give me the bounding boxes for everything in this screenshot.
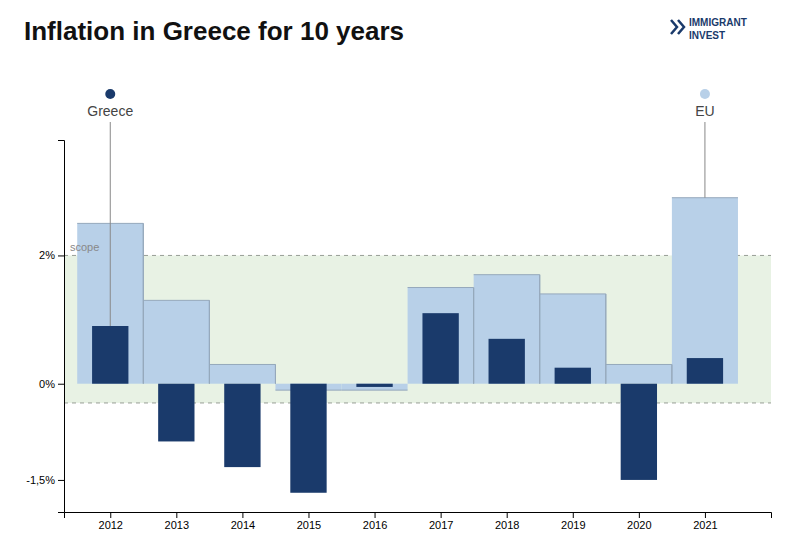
x-tick-label: 2014 bbox=[231, 519, 255, 531]
series-label: Greece bbox=[87, 103, 133, 119]
x-tick-label: 2019 bbox=[561, 519, 585, 531]
y-tick: 0% bbox=[39, 378, 64, 390]
plot: scope 2012 2013 2014 2015 2016 2017 2018 2019 202… bbox=[26, 89, 771, 531]
y-tick-label: 2% bbox=[39, 249, 55, 261]
greece-bar bbox=[356, 384, 392, 387]
eu-step-outline bbox=[474, 275, 540, 384]
eu-step bbox=[143, 300, 209, 383]
y-tick-mark bbox=[58, 384, 64, 385]
greece-bar bbox=[224, 384, 260, 467]
eu-step-outline bbox=[342, 390, 408, 391]
title: Inflation in Greece for 10 years bbox=[24, 16, 404, 46]
logo-icon bbox=[671, 20, 684, 34]
greece-bar bbox=[92, 326, 128, 384]
marks bbox=[64, 198, 771, 493]
eu-step bbox=[672, 198, 738, 384]
x-tick-label: 2020 bbox=[627, 519, 651, 531]
x-tick: 2019 bbox=[561, 512, 585, 531]
logo-text-line: IMMIGRANT bbox=[689, 17, 747, 28]
x-tick: 2016 bbox=[363, 512, 387, 531]
x-tick-label: 2017 bbox=[429, 519, 453, 531]
x-tick: 2021 bbox=[693, 512, 717, 531]
series-leader bbox=[704, 122, 705, 198]
eu-step bbox=[342, 384, 408, 390]
x-tick-mark bbox=[573, 512, 574, 518]
x-tick-label: 2016 bbox=[363, 519, 387, 531]
x-tick-mark bbox=[242, 512, 243, 518]
x-tick-mark bbox=[308, 512, 309, 518]
eu-step bbox=[474, 275, 540, 384]
x-tick-mark bbox=[705, 512, 706, 518]
eu-step bbox=[540, 294, 606, 384]
x-tick-label: 2015 bbox=[297, 519, 321, 531]
y-tick: -1,5% bbox=[26, 474, 64, 486]
y-tick-mark bbox=[58, 255, 64, 256]
y-tick-label: 0% bbox=[39, 378, 55, 390]
scope-label: scope bbox=[70, 241, 99, 253]
greece-bar bbox=[158, 384, 194, 442]
x-tick-label: 2013 bbox=[165, 519, 189, 531]
greece-bar bbox=[555, 368, 591, 384]
series-swatch bbox=[105, 89, 115, 99]
logo: IMMIGRANT INVEST bbox=[671, 17, 747, 41]
x-tick: 2014 bbox=[231, 512, 255, 531]
x-tick-mark bbox=[441, 512, 442, 518]
eu-step bbox=[606, 364, 672, 383]
series-swatch bbox=[700, 89, 710, 99]
x-axis: 2012 2013 2014 2015 2016 2017 2018 2019 2020 2021 bbox=[65, 512, 772, 531]
greece-bar bbox=[621, 384, 657, 480]
x-tick-mark bbox=[375, 512, 376, 518]
x-tick: 2012 bbox=[99, 512, 123, 531]
x-tick: 2018 bbox=[495, 512, 519, 531]
logo-text-line: INVEST bbox=[689, 30, 725, 41]
x-tick: 2015 bbox=[297, 512, 321, 531]
greece-bar bbox=[290, 384, 326, 493]
chart-container: Inflation in Greece for 10 years IMMIGRAN… bbox=[0, 0, 801, 552]
eu-step bbox=[408, 288, 474, 384]
eu-step-outline bbox=[209, 300, 275, 383]
eu-step bbox=[209, 364, 275, 383]
x-tick-mark bbox=[110, 512, 111, 518]
x-axis-line bbox=[65, 513, 772, 519]
y-tick-mark bbox=[58, 480, 64, 481]
x-tick-mark bbox=[176, 512, 177, 518]
eu-step-outline bbox=[606, 294, 672, 384]
y-tick-label: -1,5% bbox=[26, 474, 55, 486]
x-tick: 2013 bbox=[165, 512, 189, 531]
x-tick-label: 2012 bbox=[99, 519, 123, 531]
eu-step-outline bbox=[408, 288, 474, 391]
y-axis: -1,5% 0% 2% bbox=[26, 141, 64, 513]
scope-band bbox=[64, 255, 771, 403]
eu-step-outline bbox=[143, 223, 209, 383]
eu-step-outline bbox=[540, 275, 606, 384]
y-axis-line bbox=[58, 141, 65, 513]
x-tick-label: 2018 bbox=[495, 519, 519, 531]
y-tick: 2% bbox=[39, 249, 64, 261]
eu-step-outline bbox=[672, 198, 738, 384]
greece-bar bbox=[422, 313, 458, 384]
chart-svg: Inflation in Greece for 10 years IMMIGRAN… bbox=[0, 0, 801, 552]
greece-bar bbox=[489, 339, 525, 384]
logo-text: IMMIGRANT INVEST bbox=[689, 17, 747, 41]
x-tick-label: 2021 bbox=[693, 519, 717, 531]
series-leader bbox=[110, 122, 111, 326]
x-tick-mark bbox=[507, 512, 508, 518]
series-label: EU bbox=[695, 103, 714, 119]
greece-bar bbox=[687, 358, 723, 384]
x-tick: 2020 bbox=[627, 512, 651, 531]
x-tick: 2017 bbox=[429, 512, 453, 531]
scope-line bbox=[64, 255, 771, 256]
x-tick-mark bbox=[639, 512, 640, 518]
